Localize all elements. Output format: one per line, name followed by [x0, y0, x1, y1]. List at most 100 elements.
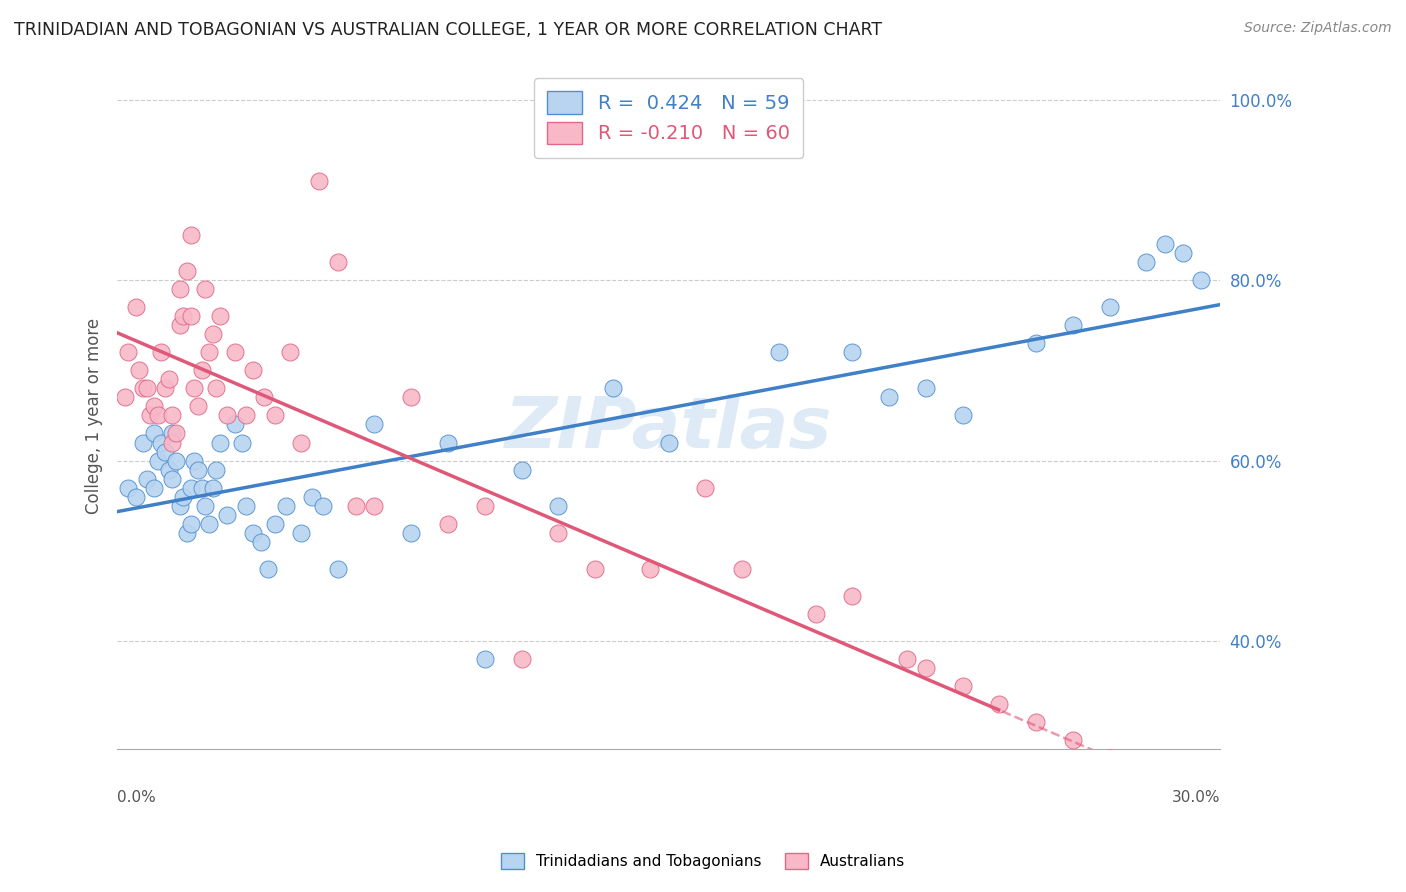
Point: [235, 409, 257, 423]
Point: [1135, 255, 1157, 269]
Point: [657, 435, 679, 450]
Point: [135, 472, 157, 486]
Point: [162, 435, 184, 450]
Point: [142, 481, 165, 495]
Point: [157, 462, 180, 476]
Point: [242, 525, 264, 540]
Point: [217, 409, 239, 423]
Point: [169, 499, 191, 513]
Point: [768, 814, 790, 829]
Point: [180, 309, 202, 323]
Text: TRINIDADIAN AND TOBAGONIAN VS AUSTRALIAN COLLEGE, 1 YEAR OR MORE CORRELATION CHA: TRINIDADIAN AND TOBAGONIAN VS AUSTRALIAN…: [14, 21, 882, 39]
Point: [242, 363, 264, 377]
Point: [190, 363, 212, 377]
Point: [172, 309, 194, 323]
Point: [290, 435, 312, 450]
Point: [169, 282, 191, 296]
Point: [180, 481, 202, 495]
Point: [510, 462, 533, 476]
Point: [1025, 336, 1047, 351]
Point: [841, 345, 863, 359]
Point: [253, 391, 276, 405]
Point: [209, 435, 232, 450]
Point: [326, 562, 349, 576]
Point: [128, 363, 150, 377]
Point: [731, 562, 754, 576]
Point: [264, 409, 287, 423]
Point: [201, 327, 224, 342]
Point: [877, 391, 900, 405]
Text: 30.0%: 30.0%: [1171, 789, 1220, 805]
Point: [952, 409, 974, 423]
Point: [183, 381, 205, 395]
Point: [695, 481, 717, 495]
Point: [399, 525, 422, 540]
Point: [344, 499, 367, 513]
Point: [146, 453, 169, 467]
Point: [162, 426, 184, 441]
Point: [117, 345, 139, 359]
Point: [1062, 318, 1084, 333]
Point: [190, 481, 212, 495]
Point: [363, 417, 385, 432]
Point: [547, 525, 569, 540]
Legend: R =  0.424   N = 59, R = -0.210   N = 60: R = 0.424 N = 59, R = -0.210 N = 60: [534, 78, 803, 158]
Point: [132, 435, 155, 450]
Point: [278, 345, 301, 359]
Point: [1098, 751, 1121, 765]
Point: [124, 300, 146, 314]
Point: [169, 318, 191, 333]
Point: [187, 400, 209, 414]
Point: [638, 562, 661, 576]
Text: Source: ZipAtlas.com: Source: ZipAtlas.com: [1244, 21, 1392, 36]
Point: [437, 516, 460, 531]
Point: [1153, 236, 1175, 251]
Point: [308, 174, 330, 188]
Point: [153, 381, 176, 395]
Point: [150, 435, 173, 450]
Point: [235, 499, 257, 513]
Point: [205, 381, 228, 395]
Point: [952, 679, 974, 693]
Point: [363, 499, 385, 513]
Point: [165, 426, 187, 441]
Point: [201, 481, 224, 495]
Point: [162, 472, 184, 486]
Point: [1171, 246, 1194, 260]
Point: [205, 462, 228, 476]
Point: [124, 490, 146, 504]
Text: ZIPatlas: ZIPatlas: [505, 394, 832, 463]
Point: [217, 508, 239, 522]
Point: [1098, 300, 1121, 314]
Point: [257, 562, 280, 576]
Point: [153, 444, 176, 458]
Point: [224, 417, 246, 432]
Point: [209, 309, 232, 323]
Point: [165, 453, 187, 467]
Point: [437, 435, 460, 450]
Point: [176, 264, 198, 278]
Point: [132, 381, 155, 395]
Point: [312, 499, 335, 513]
Point: [139, 409, 162, 423]
Point: [198, 345, 221, 359]
Point: [1025, 715, 1047, 730]
Point: [399, 391, 422, 405]
Text: 0.0%: 0.0%: [117, 789, 156, 805]
Point: [326, 255, 349, 269]
Point: [914, 661, 936, 675]
Point: [988, 698, 1011, 712]
Point: [142, 426, 165, 441]
Point: [1062, 733, 1084, 747]
Point: [224, 345, 246, 359]
Point: [474, 499, 496, 513]
Point: [180, 227, 202, 242]
Point: [146, 409, 169, 423]
Y-axis label: College, 1 year or more: College, 1 year or more: [86, 318, 103, 514]
Point: [114, 391, 136, 405]
Point: [602, 381, 624, 395]
Point: [896, 652, 918, 666]
Point: [180, 516, 202, 531]
Point: [176, 525, 198, 540]
Legend: Trinidadians and Tobagonians, Australians: Trinidadians and Tobagonians, Australian…: [495, 847, 911, 875]
